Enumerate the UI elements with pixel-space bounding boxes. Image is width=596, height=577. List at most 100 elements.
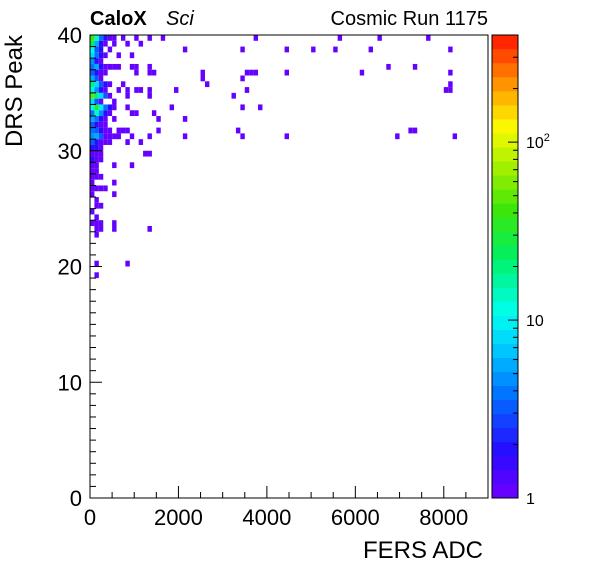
heatmap-cell xyxy=(134,35,139,41)
heatmap-cell xyxy=(94,214,99,221)
heatmap-cell xyxy=(116,52,121,59)
heatmap-cell xyxy=(90,98,95,105)
heatmap-cell xyxy=(103,87,108,93)
heatmap-cell xyxy=(90,116,95,122)
heatmap-cell xyxy=(244,87,250,93)
heatmap-cell xyxy=(147,63,152,70)
heatmap-cell xyxy=(107,104,113,111)
heatmap-cell xyxy=(90,63,95,70)
heatmap-cell xyxy=(98,87,104,93)
colorbar-segment xyxy=(492,357,518,373)
heatmap-cell xyxy=(253,69,259,76)
heatmap-cell xyxy=(90,150,95,157)
heatmap-cell xyxy=(94,225,99,232)
heatmap-cell xyxy=(408,127,413,134)
heatmap-cell xyxy=(112,191,117,198)
heatmap-cell xyxy=(103,81,108,88)
heatmap-cell xyxy=(125,127,130,134)
heatmap-cell xyxy=(116,87,121,93)
colorbar-segment xyxy=(492,49,518,64)
heatmap-cell xyxy=(94,139,99,145)
heatmap-cell xyxy=(94,87,99,93)
heatmap-cell xyxy=(147,150,152,157)
heatmap-cell xyxy=(147,133,152,140)
heatmap-cell xyxy=(94,98,99,105)
colorbar-segment xyxy=(492,301,518,316)
heatmap-cell xyxy=(204,81,210,88)
heatmap-cell xyxy=(443,87,449,93)
heatmap-cell xyxy=(240,133,245,140)
heatmap-cell xyxy=(90,104,95,111)
colorbar-segment xyxy=(492,399,518,415)
heatmap-cell xyxy=(112,98,117,105)
heatmap-cell xyxy=(160,35,166,41)
heatmap-cell xyxy=(94,144,99,151)
heatmap-cell xyxy=(98,35,104,41)
heatmap-cell xyxy=(107,81,113,88)
heatmap-cell xyxy=(138,139,144,145)
heatmap-cell xyxy=(112,35,117,41)
heatmap-cell xyxy=(94,92,99,99)
heatmap-cell xyxy=(107,133,113,140)
heatmap-cell xyxy=(90,139,95,145)
y-tick-label: 10 xyxy=(58,370,82,395)
colorbar-segment xyxy=(492,427,518,443)
heatmap-cell xyxy=(134,87,139,93)
heatmap-cell xyxy=(120,35,126,41)
heatmap-cell xyxy=(112,116,117,122)
x-tick-label: 4000 xyxy=(242,505,291,530)
heatmap-cell xyxy=(103,116,108,122)
heatmap-cell xyxy=(98,104,104,111)
heatmap-cell xyxy=(244,69,250,76)
heatmap-cell xyxy=(284,46,289,53)
colorbar-segment xyxy=(492,455,518,471)
heatmap-cell xyxy=(156,127,161,134)
heatmap-cell xyxy=(129,63,135,70)
colorbar-segment xyxy=(492,203,518,218)
heatmap-cell xyxy=(94,116,99,122)
heatmap-cell xyxy=(103,139,108,145)
heatmap-cell xyxy=(103,92,108,99)
heatmap-cell xyxy=(129,133,135,140)
y-tick-label: 40 xyxy=(58,23,82,48)
heatmap-cell xyxy=(90,133,95,140)
colorbar-segment xyxy=(492,469,518,485)
heatmap-cell xyxy=(147,225,152,232)
y-tick-label: 20 xyxy=(58,255,82,280)
heatmap-cell xyxy=(395,133,400,140)
heatmap-cell xyxy=(98,220,104,226)
heatmap-cell xyxy=(182,46,188,53)
heatmap-cell xyxy=(240,75,245,82)
heatmap-cell xyxy=(98,202,104,209)
heatmap-cell xyxy=(240,46,245,53)
heatmap-cell xyxy=(103,185,108,192)
heatmap-cell xyxy=(107,92,113,99)
heatmap-cell xyxy=(125,104,130,111)
heatmap-cell xyxy=(103,69,108,76)
run-label: Cosmic Run 1175 xyxy=(331,8,488,30)
y-tick-label: 0 xyxy=(70,486,82,511)
brand-label: CaloX xyxy=(90,8,147,30)
heatmap-cell xyxy=(333,46,338,53)
heatmap-cell xyxy=(200,69,205,76)
heatmap-cell xyxy=(103,104,108,111)
x-tick-label: 8000 xyxy=(419,505,468,530)
heatmap-cell xyxy=(94,162,99,169)
heatmap-cell xyxy=(94,81,99,88)
heatmap-cell xyxy=(147,92,152,99)
heatmap-cell xyxy=(94,202,99,209)
heatmap-cell xyxy=(129,52,135,59)
heatmap-cell xyxy=(125,40,130,47)
heatmap-cell xyxy=(90,75,95,82)
heatmap-cell xyxy=(94,63,99,70)
heatmap-cell xyxy=(90,110,95,117)
heatmap-cell xyxy=(94,168,99,174)
heatmap-cell xyxy=(112,104,117,111)
heatmap-cell xyxy=(125,260,130,267)
colorbar-segment xyxy=(492,119,518,134)
heatmap-cell xyxy=(103,110,108,117)
heatmap-cell xyxy=(134,69,139,76)
heatmap-cell xyxy=(103,133,108,140)
heatmap-cell xyxy=(112,179,117,186)
